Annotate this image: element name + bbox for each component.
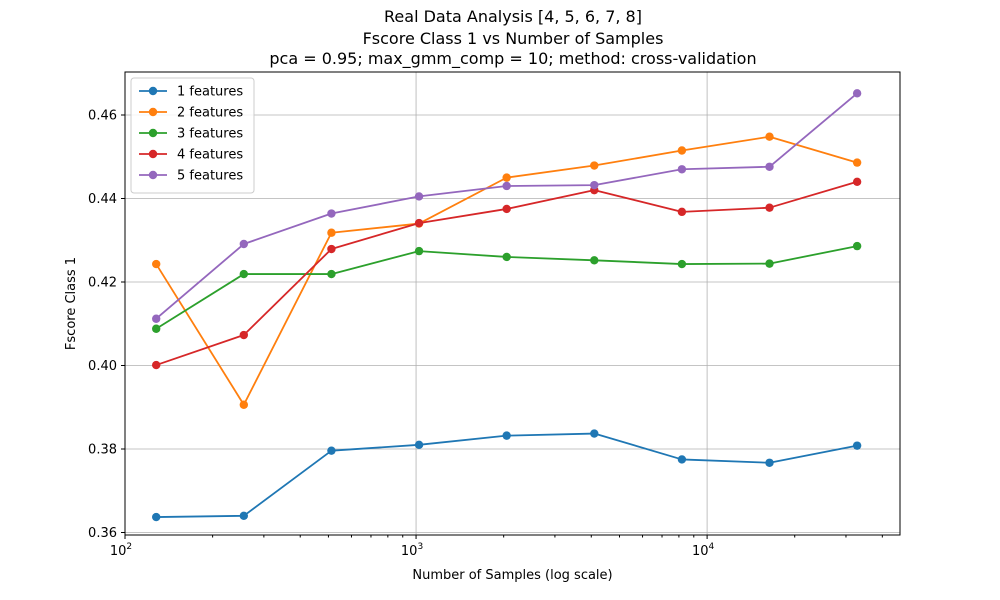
chart-title-group: Real Data Analysis [4, 5, 6, 7, 8] Fscor… (269, 7, 756, 69)
series-line-1 (156, 432, 858, 518)
data-point-series-2 (327, 228, 336, 237)
data-point-series-5 (152, 314, 161, 323)
data-point-series-5 (590, 180, 599, 190)
y-tick-label: 0.42 (88, 275, 117, 290)
data-point-series-3 (239, 269, 249, 279)
data-point-series-2 (239, 400, 249, 409)
chart-title-line-2: Fscore Class 1 vs Number of Samples (363, 29, 664, 48)
legend-swatch-marker (148, 86, 158, 96)
data-point-series-1 (414, 440, 424, 450)
data-point-series-4 (852, 177, 862, 187)
y-tick-label: 0.38 (88, 442, 117, 457)
axis-ticks: 0.36 0.38 0.40 0.42 0.44 0.46 102 103 104 (88, 109, 883, 559)
y-tick-label: 0.40 (88, 359, 117, 374)
data-point-series-2 (502, 173, 511, 182)
data-point-series-4 (765, 203, 774, 212)
x-tick-label: 103 (401, 542, 423, 559)
data-point-series-3 (414, 246, 424, 256)
data-point-series-4 (502, 204, 511, 214)
data-point-series-5 (239, 239, 249, 249)
data-point-series-4 (239, 330, 249, 340)
legend-swatch-marker (148, 149, 158, 159)
data-point-series-2 (852, 158, 862, 167)
data-point-series-2 (677, 146, 687, 155)
legend-entry-5: 5 features (177, 169, 243, 184)
data-point-series-4 (152, 360, 161, 370)
legend-entry-1: 1 features (177, 85, 243, 100)
data-point-series-2 (152, 259, 161, 269)
data-point-series-5 (414, 192, 424, 201)
data-point-series-4 (414, 218, 424, 228)
chart-title-line-1: Real Data Analysis [4, 5, 6, 7, 8] (384, 7, 642, 26)
data-point-series-4 (327, 244, 336, 254)
data-point-series-3 (852, 241, 862, 251)
data-point-series-1 (590, 429, 599, 438)
data-point-series-5 (327, 209, 336, 218)
legend-entry-3: 3 features (177, 127, 243, 142)
x-tick-label: 102 (110, 542, 132, 559)
data-point-series-1 (502, 431, 511, 440)
y-axis-label: Fscore Class 1 (64, 257, 79, 350)
data-point-series-3 (677, 259, 687, 269)
data-point-series-3 (590, 256, 599, 265)
data-point-series-3 (502, 252, 511, 262)
x-axis-label: Number of Samples (log scale) (412, 568, 612, 583)
chart-title-line-3: pca = 0.95; max_gmm_comp = 10; method: c… (269, 49, 756, 69)
data-point-series-1 (239, 511, 249, 520)
y-tick-label: 0.46 (88, 109, 117, 124)
y-tick-label: 0.44 (88, 192, 117, 207)
legend-swatch-marker (148, 128, 158, 138)
data-point-series-5 (852, 89, 862, 98)
data-point-series-5 (502, 181, 511, 191)
data-point-series-3 (765, 259, 774, 268)
data-point-series-3 (152, 324, 161, 333)
data-point-series-4 (677, 207, 687, 217)
data-point-series-1 (327, 446, 336, 455)
legend-swatch-marker (148, 107, 158, 117)
y-tick-label: 0.36 (88, 526, 117, 541)
series-layer (152, 89, 862, 522)
x-tick-label: 104 (692, 542, 715, 559)
data-point-series-5 (765, 162, 774, 171)
legend-box (130, 77, 255, 194)
legend-entry-2: 2 features (177, 106, 243, 121)
data-point-series-2 (765, 132, 774, 141)
legend: 1 features 2 features 3 features 4 features… (130, 77, 255, 194)
data-point-series-3 (327, 269, 336, 279)
data-point-series-2 (590, 161, 599, 170)
data-point-series-1 (765, 458, 774, 467)
legend-swatch-marker (148, 170, 158, 180)
plot-area-frame (124, 71, 901, 536)
legend-entry-4: 4 features (177, 148, 243, 163)
data-point-series-5 (677, 165, 687, 174)
data-point-series-1 (152, 512, 161, 522)
data-point-series-1 (677, 455, 687, 464)
data-point-series-1 (852, 441, 862, 450)
